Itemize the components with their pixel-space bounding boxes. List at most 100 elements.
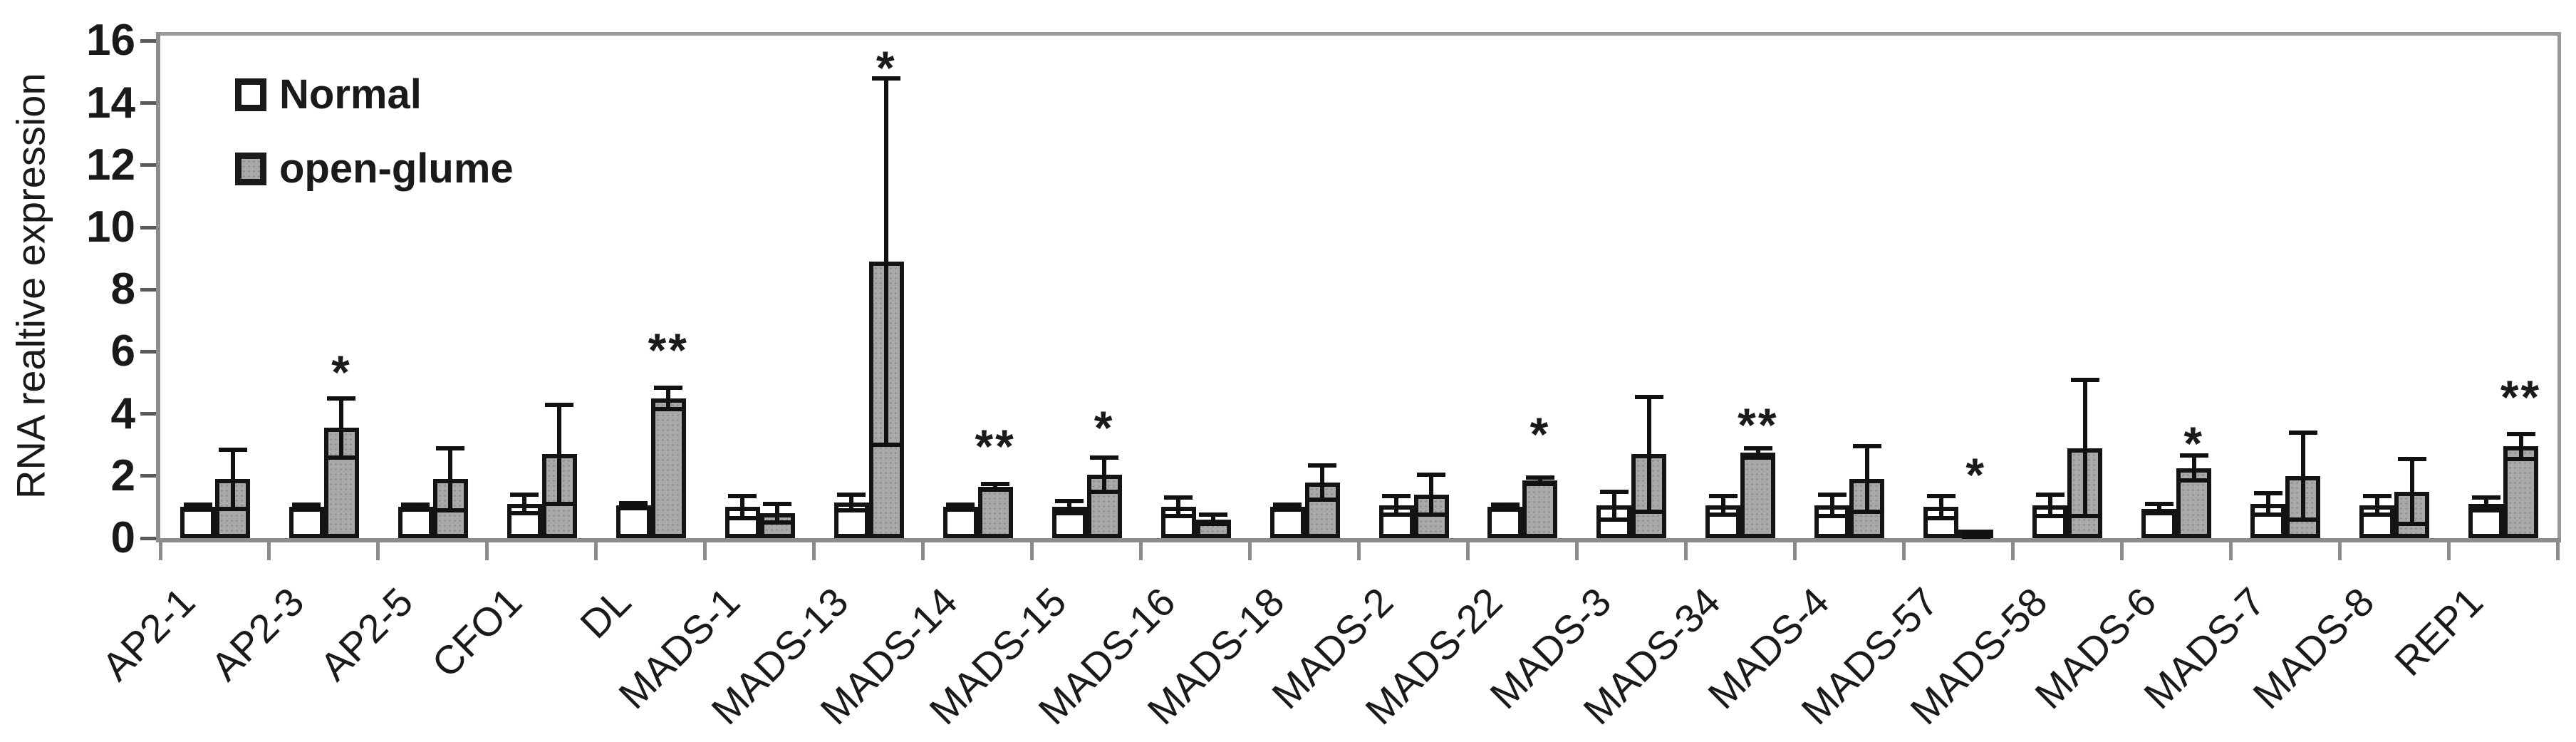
error-bar-open-glume-cap-top [327, 396, 356, 401]
x-axis-tick [812, 538, 816, 560]
error-bar-normal-line [522, 494, 527, 514]
legend-label-open-glume: open-glume [279, 145, 514, 192]
error-bar-normal-cap-bottom [1599, 517, 1629, 522]
error-bar-normal-cap-bottom [1926, 515, 1956, 520]
error-bar-open-glume-cap-top [981, 481, 1010, 486]
y-axis-tick-label: 12 [86, 140, 135, 190]
error-bar-normal-cap-bottom [946, 507, 975, 512]
error-bar-normal-cap-bottom [510, 511, 539, 516]
error-bar-normal-line [195, 504, 200, 510]
error-bar-open-glume-line [1429, 474, 1433, 515]
y-axis-tick-label: 10 [86, 202, 135, 252]
bar-normal [616, 505, 651, 538]
y-axis-tick-label: 16 [86, 16, 135, 66]
error-bar-open-glume-cap-top [872, 76, 901, 81]
error-bar-open-glume-line [1755, 448, 1760, 458]
error-bar-normal-cap-top [2035, 492, 2065, 497]
x-axis-tick [1030, 538, 1034, 560]
error-bar-open-glume-cap-top [1743, 445, 1772, 450]
error-bar-normal-cap-top [1817, 492, 1847, 497]
error-bar-open-glume-cap-top [2179, 453, 2208, 458]
error-bar-normal-line [1829, 494, 1834, 517]
error-bar-open-glume-line [1646, 396, 1651, 512]
error-bar-open-glume-cap-bottom [545, 502, 574, 507]
error-bar-open-glume-line [557, 404, 562, 505]
legend-label-normal: Normal [279, 71, 422, 118]
bar-normal [1487, 507, 1523, 538]
x-axis-tick [1901, 538, 1906, 560]
error-bar-normal-cap-top [183, 502, 212, 507]
error-bar-normal-cap-bottom [292, 507, 321, 512]
error-bar-normal-line [2374, 496, 2379, 515]
y-axis-tick [140, 163, 156, 168]
y-axis-line [156, 32, 160, 542]
error-bar-normal-cap-bottom [1817, 514, 1847, 519]
error-bar-normal-line [1176, 498, 1181, 517]
error-bar-open-glume-cap-bottom [1852, 509, 1881, 514]
error-bar-open-glume-cap-top [545, 402, 574, 407]
significance-mark: ** [648, 324, 689, 377]
x-axis-tick [2119, 538, 2124, 560]
error-bar-open-glume-cap-bottom [1743, 455, 1772, 460]
error-bar-normal-cap-top [837, 492, 866, 497]
error-bar-normal-cap-top [510, 492, 539, 497]
error-bar-open-glume-cap-bottom [872, 443, 901, 448]
error-bar-open-glume-cap-top [2506, 431, 2535, 436]
error-bar-normal-line [740, 496, 745, 518]
error-bar-open-glume-cap-bottom [436, 507, 465, 512]
bar-open-glume [1740, 453, 1776, 538]
error-bar-open-glume-cap-bottom [218, 506, 247, 511]
x-axis-tick [158, 538, 162, 560]
x-axis-tick [921, 538, 925, 560]
x-axis-tick [1357, 538, 1361, 560]
x-axis-tick [703, 538, 707, 560]
error-bar-open-glume-cap-bottom [2506, 456, 2535, 461]
x-axis-tick [1683, 538, 1688, 560]
y-axis-tick [140, 412, 156, 416]
error-bar-open-glume-line [884, 78, 889, 445]
bar-open-glume [977, 487, 1013, 538]
error-bar-normal-cap-bottom [837, 507, 866, 512]
x-axis-category-label: REP1 [2386, 579, 2492, 685]
significance-mark: * [1094, 401, 1115, 455]
significance-mark: * [331, 345, 352, 398]
y-axis-tick-label: 4 [110, 388, 135, 438]
x-axis-tick [2555, 538, 2560, 560]
error-bar-open-glume-cap-bottom [1634, 509, 1663, 514]
x-axis-tick [594, 538, 598, 560]
error-bar-normal-line [1067, 500, 1072, 514]
x-axis-tick [2228, 538, 2233, 560]
error-bar-open-glume-line [2191, 455, 2196, 481]
significance-mark: * [1530, 408, 1551, 461]
bar-normal [398, 507, 433, 538]
error-bar-normal-line [1285, 504, 1290, 510]
error-bar-normal-line [631, 503, 636, 508]
legend-item-open-glume: open-glume [235, 148, 514, 190]
error-bar-open-glume-cap-top [436, 445, 465, 450]
error-bar-open-glume-line [339, 398, 344, 458]
error-bar-open-glume-line [775, 504, 780, 523]
error-bar-open-glume-cap-bottom [1199, 522, 1228, 527]
x-axis-category-label: AP2-5 [311, 579, 422, 689]
error-bar-open-glume-cap-top [2288, 430, 2317, 435]
error-bar-open-glume-line [1537, 477, 1542, 484]
error-bar-open-glume-cap-top [1090, 455, 1119, 460]
legend-swatch-open-glume [235, 153, 266, 185]
x-axis-category-label: AP2-3 [202, 579, 313, 689]
y-axis-tick [140, 101, 156, 105]
error-bar-normal-cap-bottom [1490, 507, 1520, 512]
bar-normal [289, 507, 324, 538]
error-bar-normal-cap-bottom [619, 505, 648, 510]
error-bar-normal-line [2047, 494, 2052, 517]
x-axis-category-label: AP2-1 [93, 579, 204, 689]
x-axis-category-label: MADS-7 [2135, 579, 2274, 718]
error-bar-open-glume-cap-top [1199, 512, 1228, 517]
x-axis-category-label: DL [571, 579, 640, 647]
error-bar-open-glume-cap-bottom [1525, 481, 1554, 486]
x-axis-tick [2446, 538, 2451, 560]
bar-normal [942, 507, 978, 538]
y-axis-tick [140, 225, 156, 230]
error-bar-open-glume-cap-top [1525, 475, 1554, 480]
error-bar-normal-cap-top [401, 502, 430, 507]
